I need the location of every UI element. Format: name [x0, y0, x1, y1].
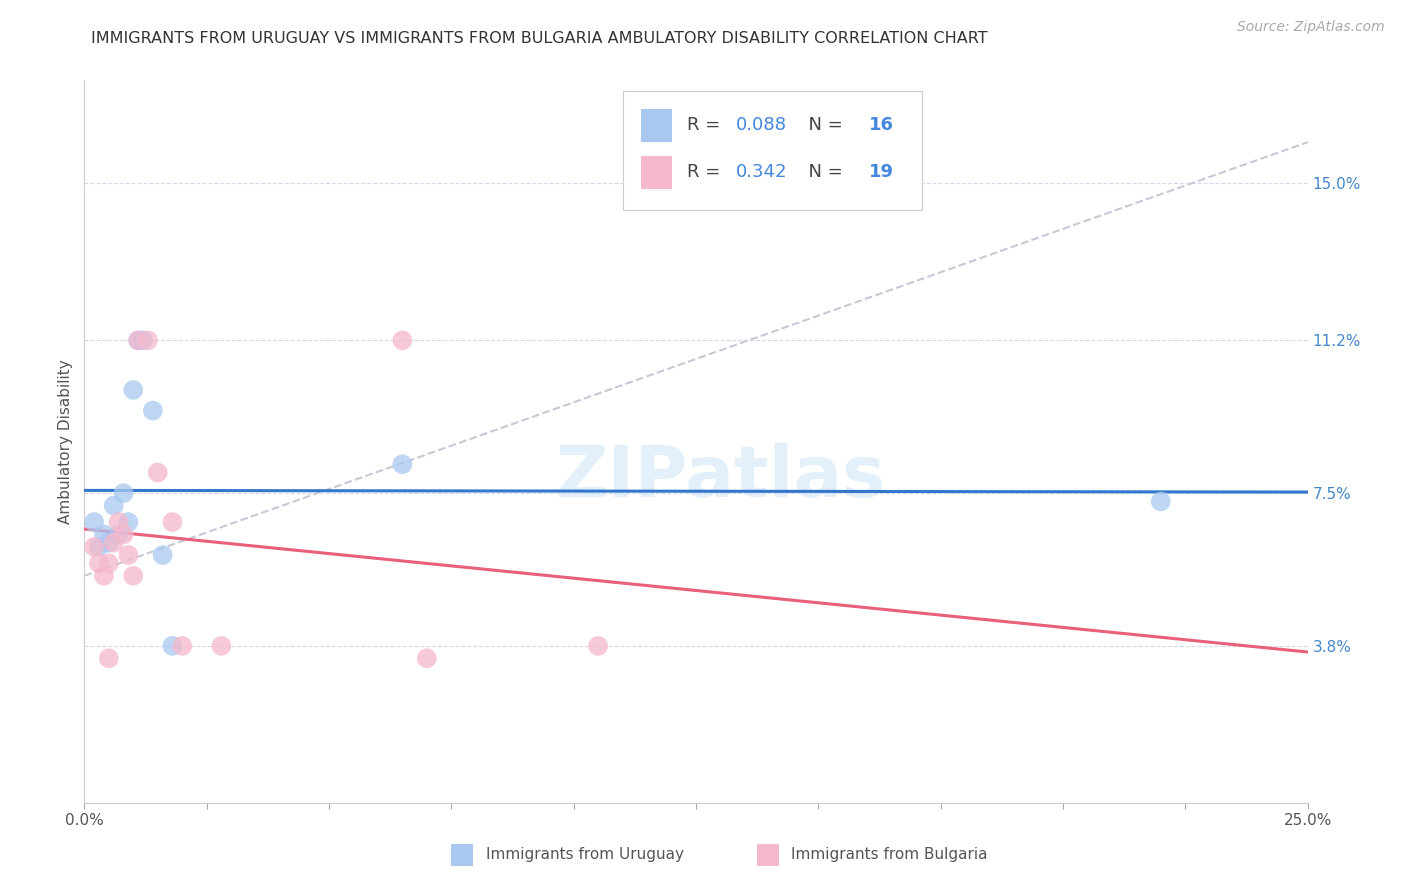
Point: [97, 651, 120, 665]
Point: [83, 515, 105, 529]
Text: Source: ZipAtlas.com: Source: ZipAtlas.com: [1237, 20, 1385, 34]
Point: [103, 499, 125, 513]
Point: [103, 535, 125, 549]
Point: [122, 383, 145, 397]
Point: [97, 535, 120, 549]
Point: [586, 639, 609, 653]
Text: ZIPatlas: ZIPatlas: [555, 443, 886, 512]
Point: [132, 334, 155, 348]
FancyBboxPatch shape: [641, 156, 672, 189]
Point: [93, 527, 115, 541]
Point: [117, 515, 139, 529]
Point: [87, 540, 110, 554]
Point: [107, 527, 129, 541]
FancyBboxPatch shape: [758, 844, 779, 865]
Text: 19: 19: [869, 163, 893, 181]
Text: N =: N =: [797, 117, 849, 135]
Point: [172, 639, 194, 653]
Y-axis label: Ambulatory Disability: Ambulatory Disability: [58, 359, 73, 524]
Point: [127, 334, 149, 348]
Point: [136, 334, 159, 348]
Point: [87, 557, 110, 571]
Point: [391, 457, 413, 471]
Text: N =: N =: [797, 163, 849, 181]
Text: Immigrants from Bulgaria: Immigrants from Bulgaria: [792, 847, 988, 863]
Point: [112, 486, 135, 500]
Text: 0.342: 0.342: [737, 163, 787, 181]
Text: IMMIGRANTS FROM URUGUAY VS IMMIGRANTS FROM BULGARIA AMBULATORY DISABILITY CORREL: IMMIGRANTS FROM URUGUAY VS IMMIGRANTS FR…: [91, 31, 988, 46]
Point: [107, 515, 129, 529]
Point: [122, 568, 145, 582]
Text: R =: R =: [688, 117, 727, 135]
Point: [209, 639, 232, 653]
Point: [83, 540, 105, 554]
Text: 0.088: 0.088: [737, 117, 787, 135]
Point: [93, 568, 115, 582]
Point: [162, 639, 184, 653]
Point: [146, 466, 169, 480]
Point: [152, 548, 174, 562]
Point: [97, 557, 120, 571]
Point: [142, 403, 165, 417]
FancyBboxPatch shape: [623, 91, 922, 211]
Point: [117, 548, 139, 562]
Point: [391, 334, 413, 348]
Point: [162, 515, 184, 529]
Text: 16: 16: [869, 117, 893, 135]
Point: [416, 651, 439, 665]
Point: [1150, 494, 1173, 508]
Text: R =: R =: [688, 163, 727, 181]
FancyBboxPatch shape: [641, 109, 672, 142]
Point: [112, 527, 135, 541]
Text: Immigrants from Uruguay: Immigrants from Uruguay: [485, 847, 683, 863]
Point: [127, 334, 149, 348]
FancyBboxPatch shape: [451, 844, 474, 865]
